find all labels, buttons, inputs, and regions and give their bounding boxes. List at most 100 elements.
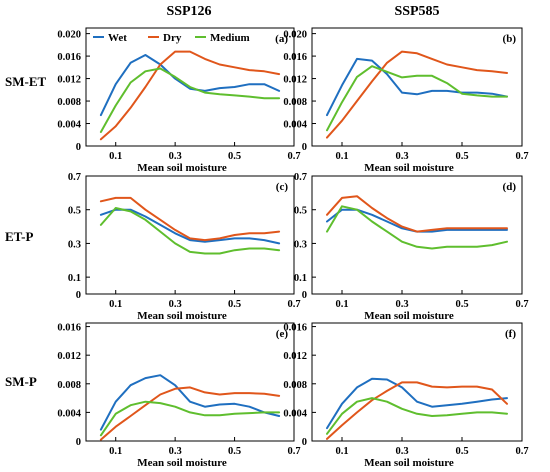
panel-b-ytick-label: 0.004	[283, 120, 307, 131]
panel-a-ytick-label: 0.012	[57, 75, 81, 86]
panel-c-ytick-label: 0.5	[68, 206, 81, 217]
panel-d-ytick-label: 0.1	[294, 273, 307, 284]
panel-b-ytick-label: 0	[302, 142, 307, 153]
panel-e-xtick-label: 0.7	[287, 446, 300, 457]
panel-a-ytick-label: 0.008	[57, 97, 81, 108]
panel-e-ytick-label: 0.012	[57, 351, 81, 362]
panel-a-xlabel: Mean soil moisture	[137, 162, 227, 174]
panel-d-xtick-label: 0.3	[395, 299, 408, 310]
panel-b-xtick-label: 0.7	[515, 151, 528, 162]
panel-f-ytick-label: 0.008	[283, 380, 307, 391]
panel-a-xtick-label: 0.7	[287, 151, 300, 162]
panel-e-ytick-label: 0.008	[57, 380, 81, 391]
panel-d-frame	[311, 175, 523, 295]
panel-c-label: (c)	[276, 181, 289, 193]
panel-f-ytick-label: 0.004	[283, 408, 307, 419]
panel-b-frame	[311, 27, 523, 147]
panel-d-xtick-label: 0.5	[455, 299, 468, 310]
panel-c-xtick-label: 0.1	[109, 299, 122, 310]
panel-f-series-wet	[326, 377, 508, 430]
panel-e-xtick-label: 0.5	[228, 446, 241, 457]
panel-d: 0 0.1 0.3 0.5 0.7 0.1 0.3 0.5 0.7 Mean soil moist…	[294, 172, 529, 322]
panel-b-xtick-label: 0.5	[455, 151, 468, 162]
panel-c-ytick-label: 0.7	[68, 172, 81, 183]
panel-c-ytick-label: 0.1	[68, 273, 81, 284]
panel-f-xlabel: Mean soil moisture	[364, 457, 454, 469]
panel-a-series-wet	[99, 54, 281, 117]
panel-c-frame	[85, 175, 295, 295]
panel-a-ytick-label: 0.016	[57, 52, 81, 63]
panel-d-series-medium	[326, 205, 508, 250]
legend-label-medium: Medium	[210, 32, 250, 44]
panel-c-xtick-label: 0.3	[169, 299, 182, 310]
panel-d-xtick-label: 0.7	[515, 299, 528, 310]
panel-e-series-dry	[99, 386, 281, 441]
panel-f-ytick-label: 0	[302, 437, 307, 448]
panel-b-xlabel: Mean soil moisture	[364, 162, 454, 174]
panel-c-xtick-label: 0.5	[228, 299, 241, 310]
panel-e-xtick-label: 0.3	[169, 446, 182, 457]
panel-f-series-dry	[326, 381, 508, 440]
panel-d-series-dry	[326, 195, 508, 233]
panel-d-ytick-label: 0.5	[294, 206, 307, 217]
panel-b: 0 0.004 0.008 0.012 0.016 0.020 0.1 0.3 0.5 0.7 Me…	[283, 27, 529, 174]
panel-e: 0 0.004 0.008 0.012 0.016 0.1 0.3 0.5 0.7 Mean so…	[57, 322, 301, 469]
panel-f-xtick-label: 0.1	[335, 446, 348, 457]
panel-a-legend: Wet Dry Medium	[93, 32, 250, 44]
legend-label-wet: Wet	[108, 32, 127, 44]
panel-f: 0 0.004 0.008 0.012 0.016 0.1 0.3 0.5 0.7 Mean so…	[283, 322, 529, 469]
panel-b-series-dry	[326, 50, 508, 139]
panel-f-label: (f)	[505, 328, 516, 340]
panel-f-frame	[311, 322, 523, 442]
panel-c-ytick-label: 0.3	[68, 239, 81, 250]
row-label-et-p: ET-P	[5, 229, 33, 244]
panel-f-series-medium	[326, 397, 508, 435]
panel-d-ytick-label: 0	[302, 290, 307, 301]
panel-c-series-medium	[99, 207, 281, 255]
panel-f-ytick-label: 0.012	[283, 351, 307, 362]
panel-e-ytick-label: 0.016	[57, 323, 81, 334]
panel-e-ytick-label: 0	[76, 437, 81, 448]
panel-a-frame	[85, 27, 295, 147]
panel-f-xtick-label: 0.5	[455, 446, 468, 457]
panel-c-xtick-label: 0.7	[287, 299, 300, 310]
panel-f-xtick-label: 0.3	[395, 446, 408, 457]
panel-c-xlabel: Mean soil moisture	[137, 310, 227, 322]
panel-a: 0 0.004 0.008 0.012 0.016 0.020 0.1 0.3 0.5 0.7 Me…	[57, 27, 301, 174]
panel-e-ytick-label: 0.004	[57, 408, 81, 419]
panel-a-xtick-label: 0.1	[109, 151, 122, 162]
panel-d-label: (d)	[503, 181, 517, 193]
panel-a-label: (a)	[275, 33, 288, 45]
panel-e-frame	[85, 322, 295, 442]
panel-e-label: (e)	[276, 328, 289, 340]
panel-b-ytick-label: 0.008	[283, 97, 307, 108]
panel-b-series-medium	[326, 65, 508, 132]
panel-c: 0 0.1 0.3 0.5 0.7 0.1 0.3 0.5 0.7 Mean soil moist…	[68, 172, 301, 322]
panel-a-series-dry	[99, 50, 281, 141]
panel-b-ytick-label: 0.012	[283, 75, 307, 86]
panel-a-xtick-label: 0.5	[228, 151, 241, 162]
panel-b-label: (b)	[503, 33, 517, 45]
panel-d-ytick-label: 0.3	[294, 239, 307, 250]
panel-a-ytick-label: 0.020	[57, 30, 81, 41]
column-title-ssp585: SSP585	[394, 4, 439, 19]
panel-c-ytick-label: 0	[76, 290, 81, 301]
panel-a-ytick-label: 0	[76, 142, 81, 153]
panel-f-ytick-label: 0.016	[283, 323, 307, 334]
panel-b-series-wet	[326, 57, 508, 117]
row-label-sm-et: SM-ET	[5, 74, 47, 89]
panel-d-ytick-label: 0.7	[294, 172, 307, 183]
panel-b-xtick-label: 0.3	[395, 151, 408, 162]
panel-a-xtick-label: 0.3	[169, 151, 182, 162]
panel-b-ytick-label: 0.020	[283, 30, 307, 41]
panel-d-xlabel: Mean soil moisture	[364, 310, 454, 322]
panel-b-ytick-label: 0.016	[283, 52, 307, 63]
row-label-sm-p: SM-P	[5, 374, 37, 389]
panel-a-series-medium	[99, 67, 281, 133]
panel-e-series-wet	[99, 374, 281, 431]
panel-e-xtick-label: 0.1	[109, 446, 122, 457]
panel-f-xtick-label: 0.7	[515, 446, 528, 457]
panel-c-series-wet	[99, 208, 281, 245]
panel-d-xtick-label: 0.1	[335, 299, 348, 310]
